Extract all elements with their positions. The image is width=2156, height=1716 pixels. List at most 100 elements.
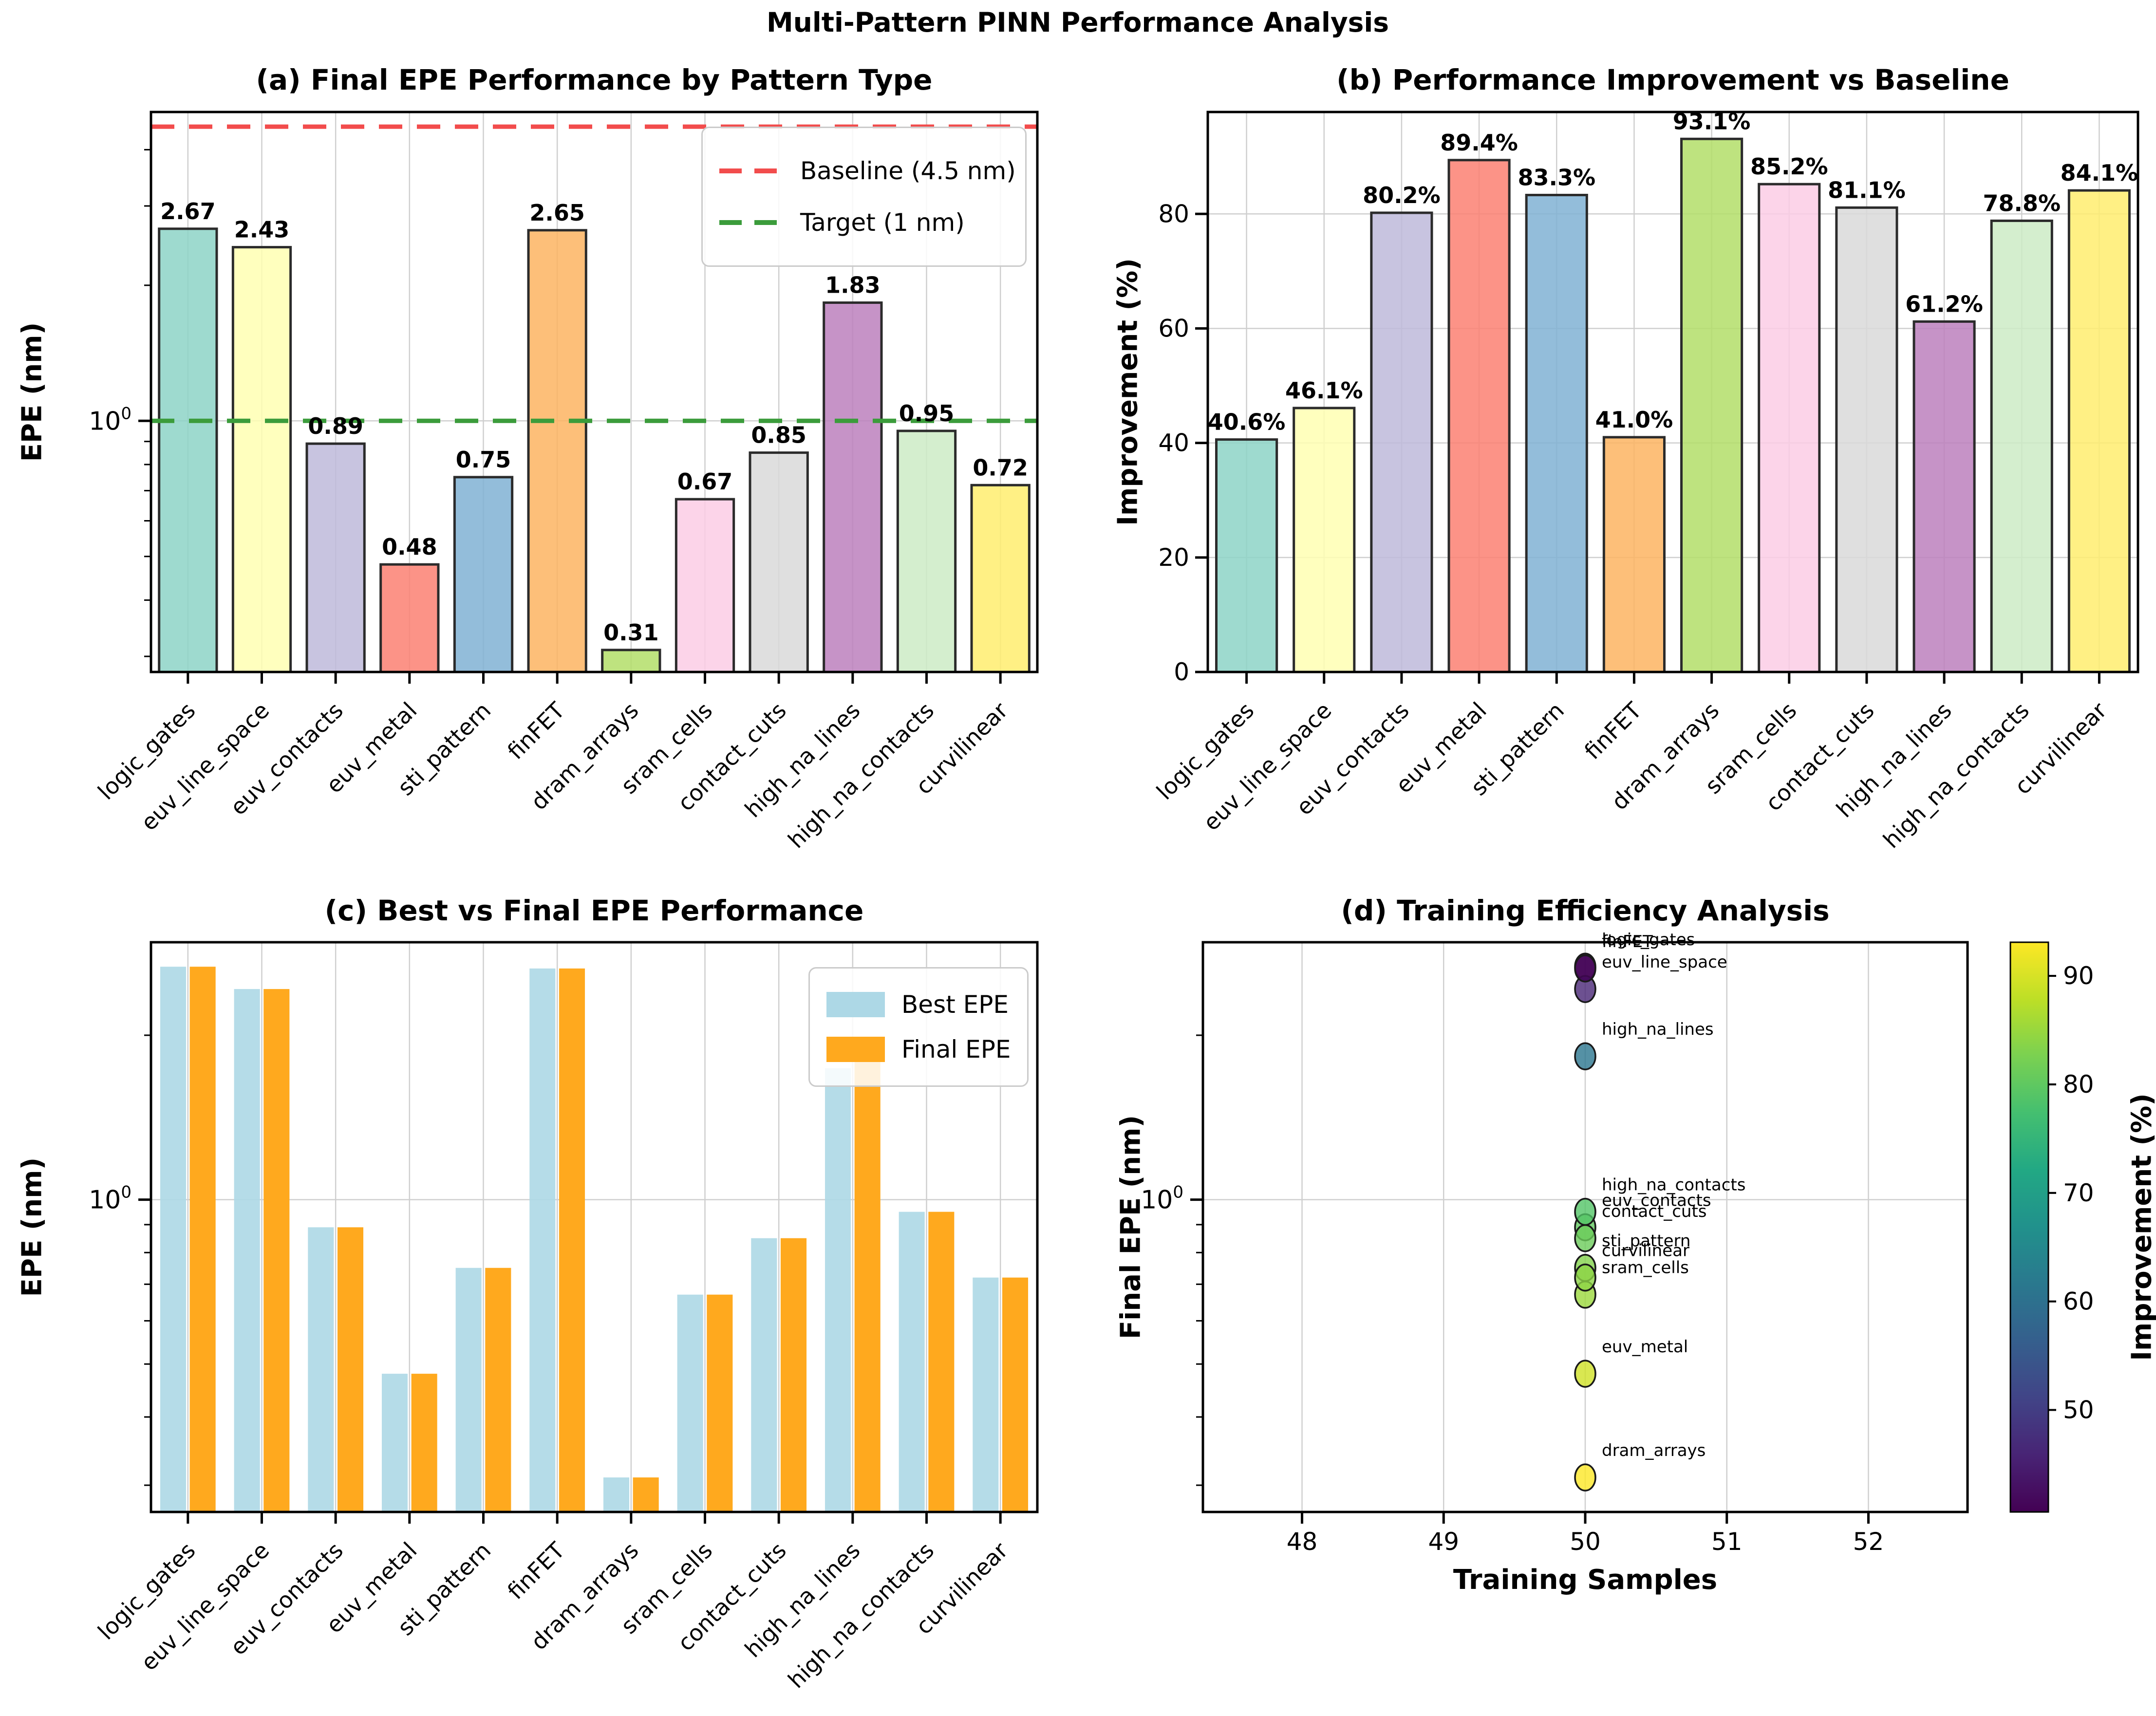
bar-a-finFET bbox=[527, 229, 587, 673]
annotation-euv_line_space: euv_line_space bbox=[1602, 952, 1727, 972]
svg-text:0.48: 0.48 bbox=[382, 534, 437, 560]
bar-a-sti_pattern bbox=[453, 476, 514, 673]
bar-b-high_na_contacts bbox=[1990, 219, 2053, 673]
bar-c-Final-EPE-logic_gates bbox=[189, 967, 216, 1512]
panel-d-xlabel: Training Samples bbox=[1453, 1564, 1718, 1596]
bar-c-Final-EPE-sti_pattern bbox=[485, 1268, 511, 1512]
bar-b-sti_pattern bbox=[1525, 194, 1588, 673]
svg-text:2.67: 2.67 bbox=[160, 198, 216, 224]
svg-text:90: 90 bbox=[2063, 962, 2094, 990]
point-curvilinear bbox=[1574, 1263, 1596, 1292]
bar-b-contact_cuts bbox=[1835, 206, 1898, 673]
annotation-high_na_contacts: high_na_contacts bbox=[1602, 1175, 1745, 1195]
svg-text:0.89: 0.89 bbox=[308, 413, 363, 439]
svg-text:100: 100 bbox=[89, 404, 131, 436]
svg-text:50: 50 bbox=[2063, 1396, 2094, 1424]
bar-b-finFET bbox=[1602, 436, 1666, 673]
svg-text:50: 50 bbox=[1570, 1528, 1601, 1556]
bar-b-dram_arrays bbox=[1680, 137, 1744, 673]
bar-c-Final-EPE-high_na_contacts bbox=[928, 1212, 955, 1512]
svg-text:0.75: 0.75 bbox=[456, 447, 511, 473]
svg-text:89.4%: 89.4% bbox=[1440, 130, 1518, 156]
panel-d-title: (d) Training Efficiency Analysis bbox=[1341, 894, 1830, 927]
annotation-curvilinear: curvilinear bbox=[1602, 1241, 1689, 1261]
bar-b-euv_metal bbox=[1447, 159, 1511, 673]
point-contact_cuts bbox=[1574, 1224, 1596, 1252]
bar-c-Final-EPE-euv_contacts bbox=[337, 1227, 364, 1512]
xtick-label-euv_line_space: euv_line_space bbox=[1198, 697, 1337, 836]
svg-text:85.2%: 85.2% bbox=[1750, 153, 1828, 180]
xtick-label-finFET: finFET bbox=[1579, 697, 1647, 765]
svg-text:46.1%: 46.1% bbox=[1285, 377, 1363, 404]
annotation-euv_contacts: euv_contacts bbox=[1602, 1191, 1711, 1210]
bar-c-Final-EPE-dram_arrays bbox=[633, 1477, 659, 1512]
xtick-label-finFET: finFET bbox=[503, 1537, 570, 1604]
svg-text:40: 40 bbox=[1158, 429, 1189, 457]
svg-text:0.67: 0.67 bbox=[677, 468, 733, 495]
legend-item-baseline: Baseline (4.5 nm) bbox=[719, 157, 1016, 185]
bar-b-euv_contacts bbox=[1370, 211, 1433, 673]
svg-text:80: 80 bbox=[1158, 200, 1189, 228]
bar-c-Best-EPE-sram_cells bbox=[677, 1294, 703, 1512]
panel-b-title: (b) Performance Improvement vs Baseline bbox=[1336, 63, 2009, 96]
bar-a-contact_cuts bbox=[749, 451, 809, 673]
best-epe-swatch bbox=[826, 991, 885, 1017]
legend-item-target: Target (1 nm) bbox=[719, 208, 1009, 237]
svg-text:20: 20 bbox=[1158, 543, 1189, 572]
svg-text:0: 0 bbox=[1174, 658, 1189, 686]
svg-text:61.2%: 61.2% bbox=[1905, 291, 1983, 317]
svg-text:0.95: 0.95 bbox=[899, 400, 955, 427]
svg-text:2.65: 2.65 bbox=[529, 200, 585, 226]
xtick-label-euv_line_space: euv_line_space bbox=[136, 1537, 275, 1676]
svg-text:81.1%: 81.1% bbox=[1828, 177, 1906, 203]
bar-b-sram_cells bbox=[1758, 183, 1821, 673]
svg-text:80.2%: 80.2% bbox=[1363, 182, 1441, 208]
svg-text:70: 70 bbox=[2063, 1179, 2094, 1207]
baseline-dash-sample bbox=[719, 168, 784, 173]
bar-c-Best-EPE-euv_contacts bbox=[308, 1227, 334, 1512]
bar-a-euv_contacts bbox=[305, 442, 366, 673]
bar-a-dram_arrays bbox=[601, 649, 661, 673]
panel-a-title: (a) Final EPE Performance by Pattern Typ… bbox=[256, 63, 933, 96]
point-dram_arrays bbox=[1574, 1463, 1596, 1492]
bar-c-Final-EPE-sram_cells bbox=[707, 1294, 733, 1512]
point-high_na_contacts bbox=[1574, 1197, 1596, 1226]
bar-a-euv_metal bbox=[379, 563, 440, 673]
legend-target-label: Target (1 nm) bbox=[800, 208, 965, 237]
svg-text:0.72: 0.72 bbox=[973, 454, 1028, 481]
legend-best-epe-label: Best EPE bbox=[901, 990, 1009, 1019]
annotation-euv_metal: euv_metal bbox=[1602, 1337, 1688, 1357]
svg-text:78.8%: 78.8% bbox=[1983, 190, 2061, 216]
svg-text:48: 48 bbox=[1287, 1528, 1318, 1556]
bar-c-Final-EPE-high_na_lines bbox=[854, 1056, 881, 1512]
point-high_na_lines bbox=[1574, 1042, 1596, 1070]
svg-text:84.1%: 84.1% bbox=[2061, 160, 2138, 186]
bar-c-Best-EPE-curvilinear bbox=[973, 1277, 999, 1512]
panel-a-legend: Baseline (4.5 nm) Target (1 nm) bbox=[701, 127, 1027, 267]
svg-text:0.85: 0.85 bbox=[751, 422, 806, 448]
bar-c-Best-EPE-euv_line_space bbox=[234, 989, 260, 1512]
panel-c-legend: Best EPE Final EPE bbox=[808, 967, 1029, 1087]
bar-c-Final-EPE-contact_cuts bbox=[780, 1238, 807, 1512]
bar-b-euv_line_space bbox=[1293, 407, 1356, 673]
bar-a-curvilinear bbox=[970, 484, 1031, 673]
figure-title: Multi-Pattern PINN Performance Analysis bbox=[766, 7, 1389, 38]
svg-text:83.3%: 83.3% bbox=[1518, 165, 1595, 191]
xtick-label-euv_line_space: euv_line_space bbox=[136, 697, 275, 836]
bar-b-logic_gates bbox=[1215, 438, 1278, 673]
bar-c-Best-EPE-dram_arrays bbox=[603, 1477, 630, 1512]
xtick-label-finFET: finFET bbox=[503, 697, 570, 765]
svg-text:0.31: 0.31 bbox=[603, 619, 659, 646]
annotation-sram_cells: sram_cells bbox=[1602, 1258, 1689, 1278]
bar-b-high_na_lines bbox=[1912, 320, 1976, 673]
legend-baseline-label: Baseline (4.5 nm) bbox=[800, 156, 1016, 185]
annotation-logic_gates: logic_gates bbox=[1602, 930, 1695, 950]
svg-text:60: 60 bbox=[2063, 1287, 2094, 1316]
colorbar bbox=[2009, 941, 2049, 1513]
svg-text:80: 80 bbox=[2063, 1070, 2094, 1099]
svg-text:51: 51 bbox=[1711, 1528, 1743, 1556]
svg-text:49: 49 bbox=[1428, 1528, 1459, 1556]
bar-a-euv_line_space bbox=[231, 246, 292, 673]
legend-final-epe-label: Final EPE bbox=[901, 1035, 1011, 1064]
